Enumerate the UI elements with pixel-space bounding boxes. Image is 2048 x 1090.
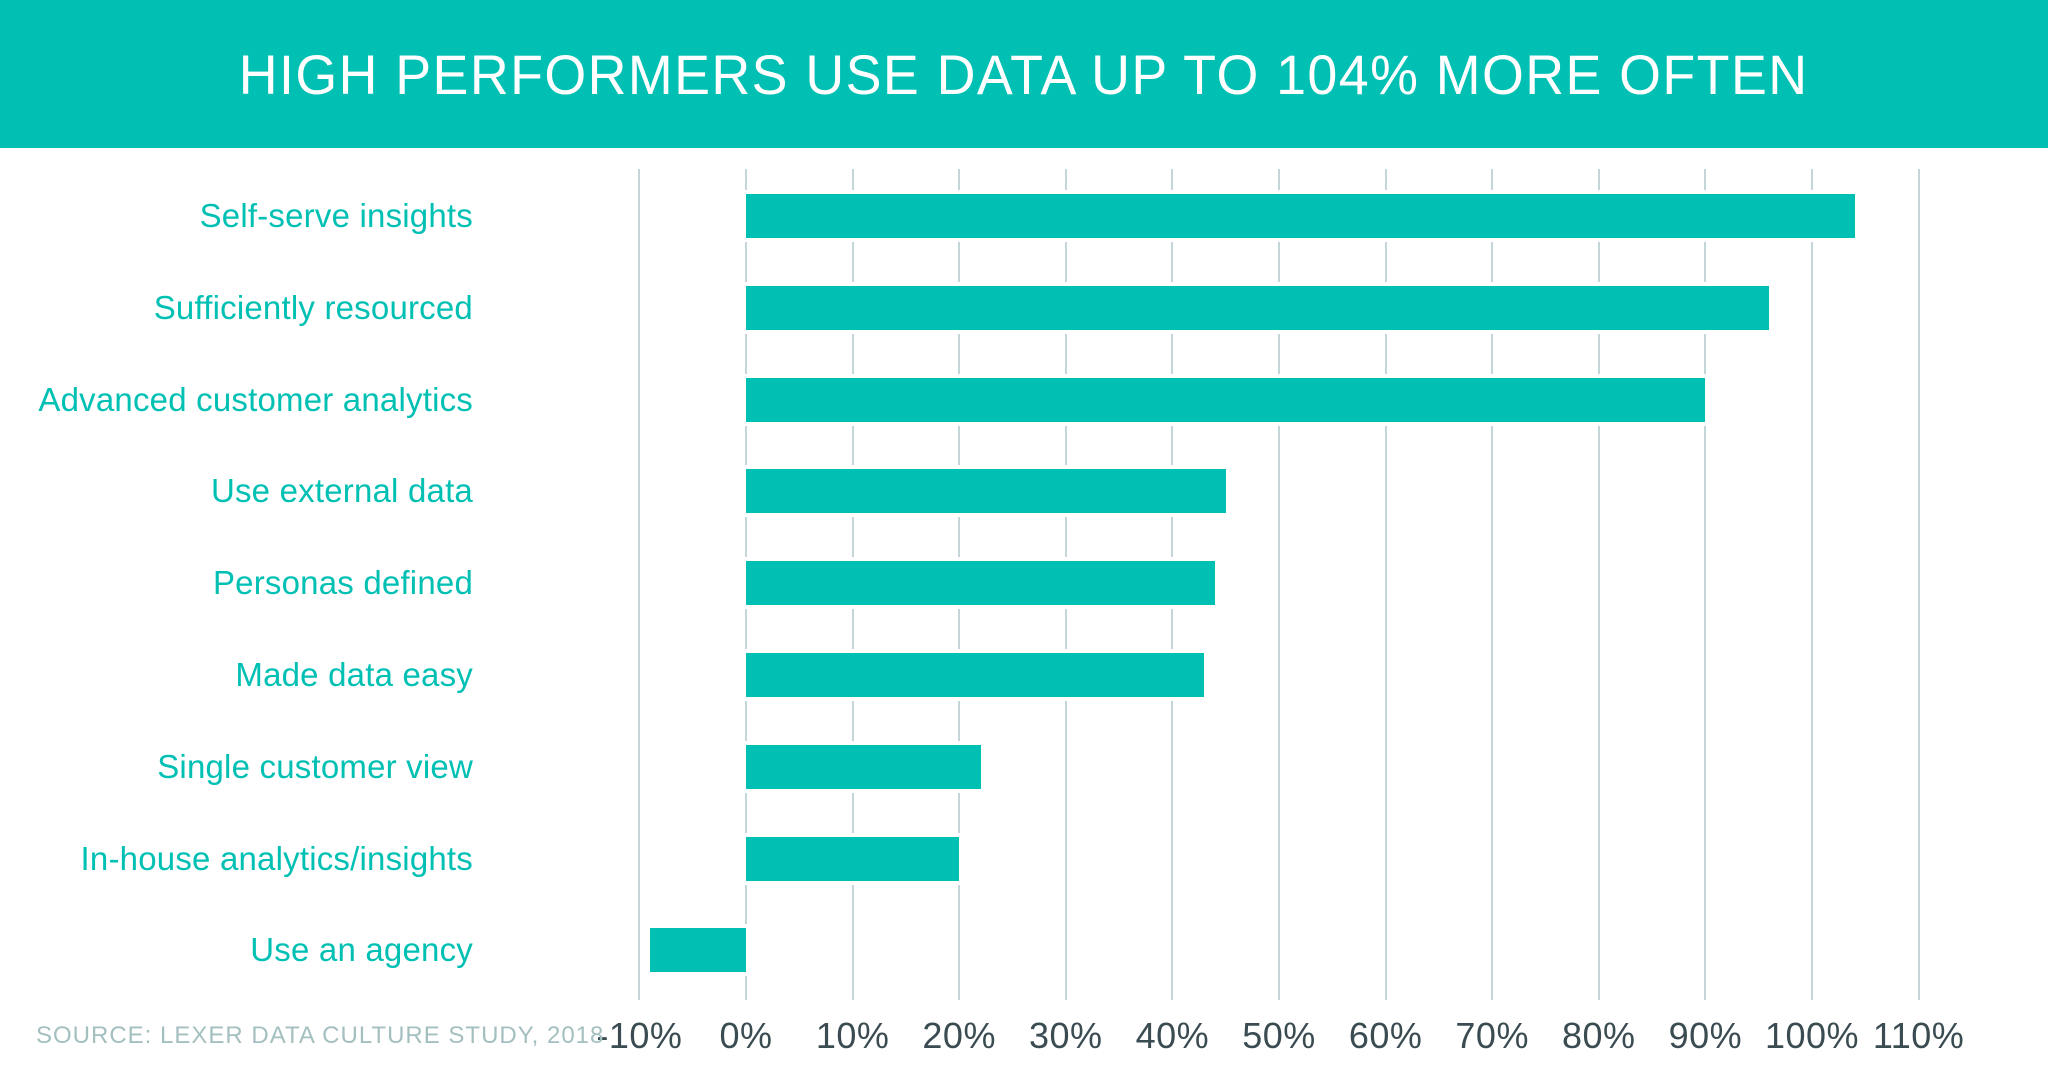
bar bbox=[742, 465, 1230, 518]
x-axis-tick-label: 40% bbox=[1135, 1015, 1210, 1056]
x-axis-tick-label: 30% bbox=[1029, 1015, 1103, 1056]
category-label: In-house analytics/insights bbox=[80, 839, 473, 877]
category-label: Self-serve insights bbox=[199, 197, 473, 234]
x-axis-tick-label: 100% bbox=[1764, 1015, 1860, 1056]
x-axis-tick-label: 60% bbox=[1348, 1015, 1423, 1056]
chart-title: HIGH PERFORMERS USE DATA UP TO 104% MORE… bbox=[239, 42, 1809, 106]
category-label: Use an agency bbox=[250, 931, 473, 969]
category-label: Sufficiently resourced bbox=[153, 288, 473, 326]
x-axis-tick-label: 10% bbox=[815, 1015, 890, 1056]
bar bbox=[742, 373, 1710, 426]
gridline bbox=[1278, 169, 1280, 1000]
gridline bbox=[1917, 169, 1920, 1000]
bar bbox=[646, 924, 750, 977]
gridline bbox=[1491, 169, 1494, 1000]
x-axis-tick-label: 20% bbox=[922, 1015, 996, 1056]
x-axis-tick-label: 50% bbox=[1242, 1015, 1316, 1056]
category-label: Personas defined bbox=[212, 564, 473, 602]
x-axis-tick-label: 0% bbox=[719, 1015, 773, 1056]
x-axis-tick-label: -10% bbox=[596, 1015, 683, 1056]
category-label: Advanced customer analytics bbox=[38, 380, 473, 418]
gridline bbox=[638, 169, 641, 1000]
bar bbox=[742, 281, 1774, 334]
gridline bbox=[1704, 169, 1707, 1000]
bar bbox=[742, 740, 985, 793]
gridline bbox=[1384, 169, 1387, 1000]
bar bbox=[742, 190, 1859, 242]
x-axis-tick-label: 70% bbox=[1455, 1015, 1529, 1056]
category-label: Made data easy bbox=[235, 656, 473, 693]
source-note: SOURCE: LEXER DATA CULTURE STUDY, 2018 bbox=[36, 1022, 605, 1049]
gridline bbox=[1597, 169, 1600, 1000]
x-axis-tick-label: 110% bbox=[1872, 1015, 1965, 1056]
bar bbox=[742, 649, 1209, 701]
x-axis-tick-label: 90% bbox=[1668, 1015, 1743, 1056]
category-label: Use external data bbox=[210, 472, 473, 510]
category-label: Single customer view bbox=[157, 747, 473, 785]
bar bbox=[742, 557, 1220, 610]
x-axis-tick-label: 80% bbox=[1562, 1015, 1636, 1056]
bar bbox=[742, 832, 964, 885]
header-band: HIGH PERFORMERS USE DATA UP TO 104% MORE… bbox=[0, 0, 2048, 148]
gridline bbox=[1811, 169, 1813, 1000]
